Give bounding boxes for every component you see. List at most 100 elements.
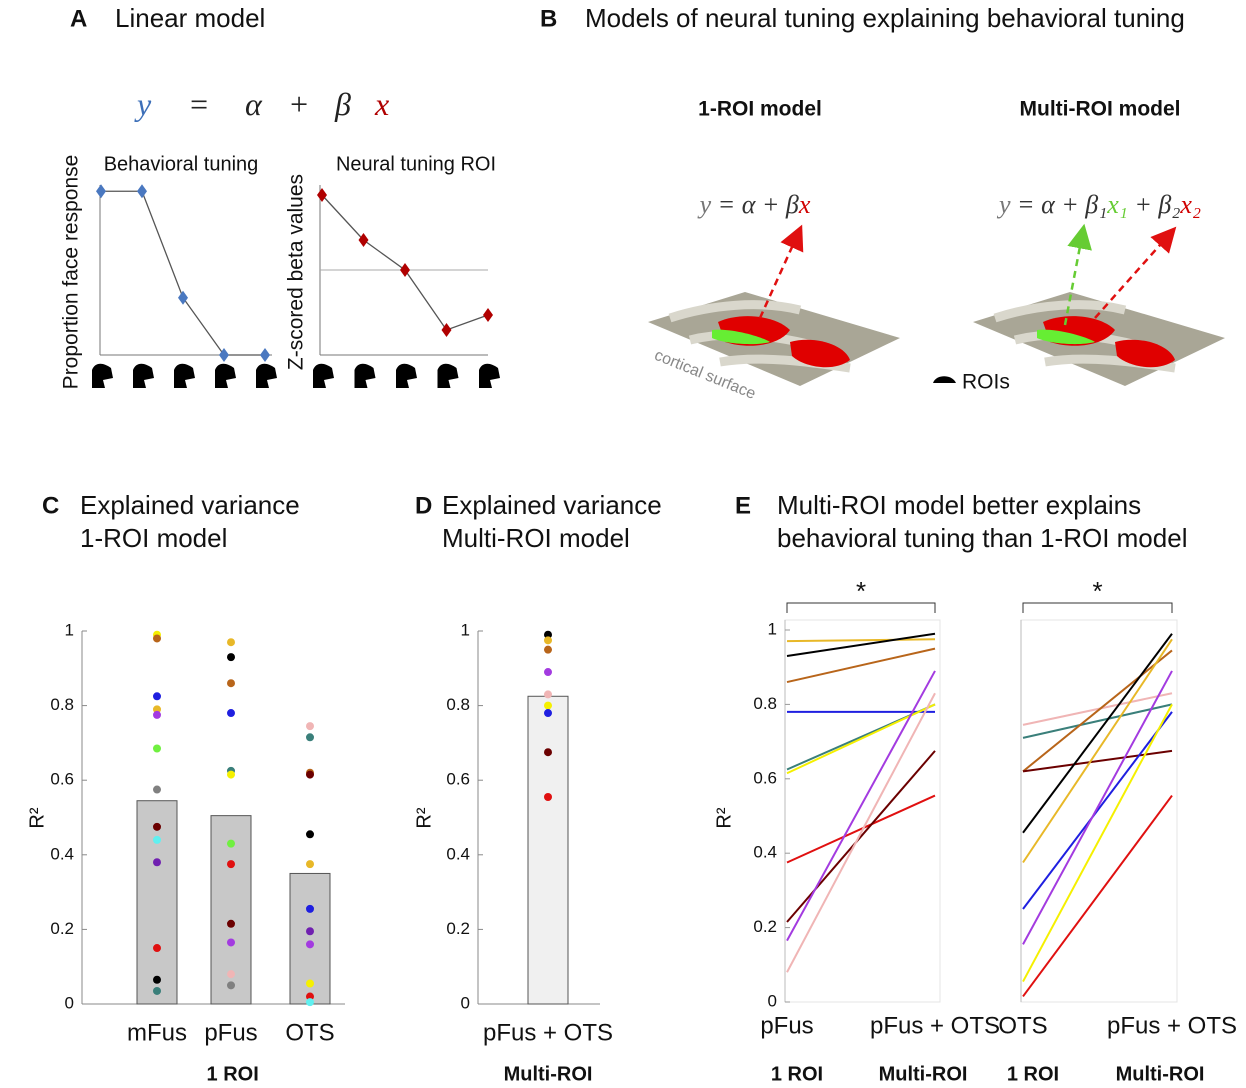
marker — [137, 184, 147, 199]
y-tick-label: 0 — [65, 993, 74, 1012]
subject-point — [306, 733, 314, 742]
panel-title: Linear model — [115, 3, 265, 33]
subject-point — [306, 979, 314, 988]
group-label: 1 ROI — [771, 1063, 823, 1085]
equation-part: y — [697, 190, 712, 219]
subject-point — [306, 927, 314, 936]
group-label: Multi-ROI — [879, 1063, 968, 1085]
marker — [219, 348, 229, 362]
marker — [178, 290, 188, 305]
subject-point — [227, 839, 235, 848]
y-tick-label: 0.2 — [50, 919, 74, 938]
model-title: Multi-ROI model — [1020, 98, 1181, 121]
line — [321, 194, 489, 331]
surface-left — [648, 224, 900, 386]
x-tick-label: pFus + OTS — [1107, 1012, 1237, 1039]
panel-title: Explained variance — [80, 490, 300, 520]
marker — [441, 323, 452, 337]
subject-point — [306, 860, 314, 869]
y-axis-label: Z-scored beta values — [285, 174, 308, 370]
subject-point — [227, 860, 235, 869]
x-tick-label: pFus — [204, 1019, 257, 1046]
y-tick-label: 0.4 — [753, 843, 777, 862]
subject-line — [786, 692, 936, 973]
subject-point — [544, 690, 552, 699]
x-tick-label: OTS — [998, 1012, 1047, 1039]
stimulus-icon — [437, 363, 459, 388]
subject-point — [306, 830, 314, 839]
subject-point — [153, 986, 161, 995]
panel-title: Explained variance — [442, 490, 662, 520]
roi-legend: ROIs — [962, 371, 1010, 394]
subject-point — [544, 630, 552, 639]
subject-point — [227, 653, 235, 662]
subject-point — [153, 785, 161, 794]
panel-letter: C — [42, 492, 59, 519]
bar — [527, 695, 569, 1005]
line — [101, 190, 265, 356]
equation-part: x₁ — [1106, 190, 1128, 219]
x-tick-label: pFus — [760, 1012, 813, 1039]
subject-line — [1022, 692, 1173, 726]
subject-line — [1022, 703, 1173, 739]
equation-part: = α + β₁ — [1011, 190, 1108, 219]
chart-title: Neural tuning ROI — [336, 153, 496, 175]
subject-point — [153, 835, 161, 844]
subject-point — [153, 705, 161, 714]
equation-part: x — [374, 86, 389, 122]
subject-line — [1022, 638, 1173, 864]
subject-line — [786, 632, 936, 658]
panel-title: Multi-ROI model better explains — [777, 490, 1141, 520]
panel-letter: E — [735, 492, 751, 519]
subject-point — [306, 904, 314, 913]
subject-line — [1022, 649, 1173, 773]
x-tick-label: pFus + OTS — [483, 1019, 613, 1046]
subject-line — [1022, 749, 1173, 773]
equation-part: + β₂ — [1128, 190, 1181, 219]
x-tick-label: OTS — [285, 1019, 334, 1046]
subject-point — [227, 638, 235, 647]
subject-line — [786, 794, 936, 864]
stimulus-icon — [354, 363, 376, 388]
y-tick-label: 0.4 — [50, 844, 74, 863]
subject-point — [227, 919, 235, 928]
equation-part: = α + β — [711, 190, 799, 219]
stimulus-icon — [479, 363, 500, 388]
stimulus-icon — [256, 363, 277, 388]
subject-point — [153, 744, 161, 753]
subject-line — [786, 670, 936, 942]
stimulus-icon — [174, 363, 195, 388]
subject-point — [544, 645, 552, 654]
subject-point — [227, 709, 235, 718]
subject-point — [306, 770, 314, 779]
significance-bracket — [786, 602, 936, 613]
subject-point — [544, 792, 552, 801]
panel-title: behavioral tuning than 1-ROI model — [777, 523, 1187, 553]
subject-line — [786, 638, 936, 643]
y-tick-label: 0.8 — [446, 695, 470, 714]
y-tick-label: 0.2 — [753, 917, 777, 936]
model-equation: y = α + βx — [697, 190, 811, 219]
subject-line — [1022, 703, 1173, 983]
subject-point — [153, 710, 161, 719]
group-label: Multi-ROI — [504, 1063, 593, 1085]
stimulus-icon — [313, 363, 334, 388]
subject-point — [306, 940, 314, 949]
subject-point — [544, 709, 552, 718]
chart-title: Behavioral tuning — [104, 153, 259, 175]
panel-letter: D — [415, 492, 432, 519]
surface-right — [973, 223, 1225, 386]
model-equation: y = α + β₁x₁ + β₂x₂ — [996, 190, 1201, 219]
subject-point — [544, 701, 552, 710]
equation-part: β — [334, 86, 351, 122]
subject-line — [786, 647, 936, 684]
equation-part: y — [134, 86, 152, 122]
group-label: 1 ROI — [207, 1063, 259, 1085]
subject-point — [544, 636, 552, 645]
linear-equation: y = α + β x — [134, 86, 389, 122]
equation-part: = — [188, 86, 210, 122]
subject-line — [1022, 633, 1173, 834]
subject-point — [544, 748, 552, 757]
